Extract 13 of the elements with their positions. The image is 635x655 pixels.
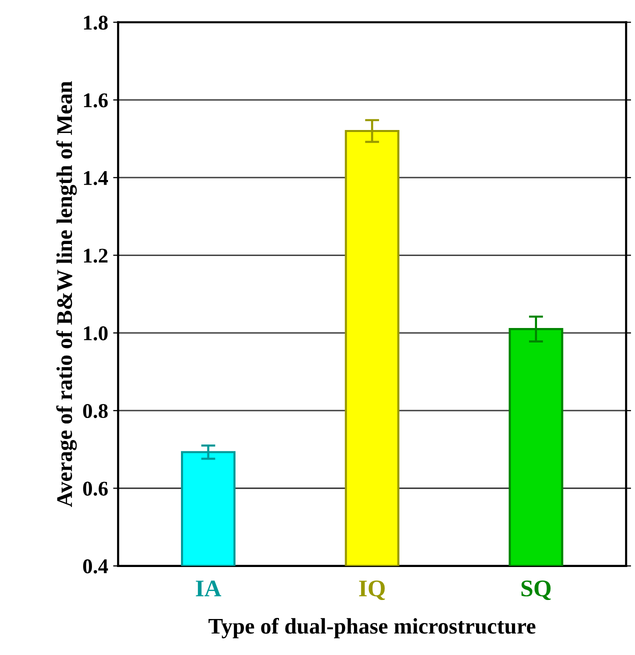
y-tick-label: 1.2 xyxy=(84,248,108,263)
y-tick-label: 1.8 xyxy=(84,16,108,30)
y-tick-label: 0.4 xyxy=(83,559,108,574)
y-axis-title: Average of ratio of B&W line length of Mean xyxy=(56,81,77,508)
y-tick-label: 1.4 xyxy=(84,171,108,186)
y-tick-label: 1.0 xyxy=(84,326,108,340)
x-tick-label: IA xyxy=(196,580,222,596)
x-tick-label: IQ xyxy=(359,580,385,600)
y-tick-label: 0.8 xyxy=(83,404,108,418)
y-tick-label: 1.6 xyxy=(84,93,108,108)
x-axis-title: Type of dual-phase microstructure xyxy=(208,618,536,638)
x-tick-label: SQ xyxy=(521,580,551,600)
y-tick-label: 0.6 xyxy=(83,482,108,496)
